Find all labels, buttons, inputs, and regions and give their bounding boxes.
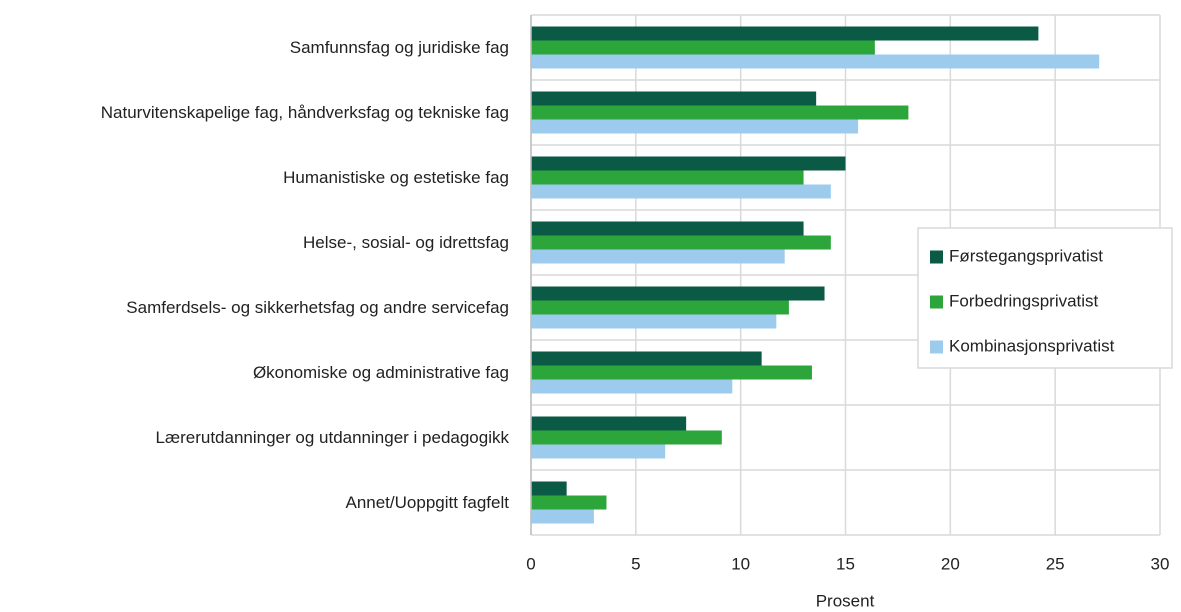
y-tick-label: Samfunnsfag og juridiske fag — [289, 37, 509, 57]
legend-swatch — [930, 250, 943, 264]
bar — [531, 119, 859, 134]
bar — [531, 286, 825, 301]
bar — [531, 54, 1100, 69]
legend-label: Førstegangsprivatist — [949, 246, 1103, 265]
x-tick-label: 15 — [836, 554, 855, 573]
bar — [531, 351, 762, 366]
y-tick-label: Humanistiske og estetiske fag — [283, 167, 509, 187]
bar — [531, 26, 1039, 41]
bar — [531, 416, 687, 431]
bar — [531, 481, 567, 496]
y-tick-label: Økonomiske og administrative fag — [252, 362, 509, 382]
bar — [531, 495, 607, 510]
bar — [531, 430, 722, 445]
bar — [531, 156, 846, 171]
y-tick-label: Annet/Uoppgitt fagfelt — [345, 492, 509, 512]
bar — [531, 235, 831, 250]
bar — [531, 249, 785, 264]
x-tick-label: 25 — [1046, 554, 1065, 573]
bar — [531, 170, 804, 185]
legend-box — [917, 227, 1173, 369]
x-tick-label: 10 — [731, 554, 750, 573]
bar — [531, 365, 812, 380]
bar — [531, 105, 909, 120]
legend-swatch — [930, 340, 943, 354]
legend-swatch — [930, 295, 943, 309]
x-tick-label: 0 — [526, 554, 535, 573]
x-tick-label: 5 — [631, 554, 640, 573]
bar — [531, 91, 817, 106]
bar — [531, 314, 777, 329]
bar — [531, 509, 594, 524]
legend-label: Forbedringsprivatist — [949, 291, 1099, 310]
bar — [531, 40, 875, 55]
bar — [531, 300, 789, 315]
y-tick-label: Naturvitenskapelige fag, håndverksfag og… — [100, 102, 509, 122]
x-tick-label: 30 — [1151, 554, 1170, 573]
bar — [531, 379, 733, 394]
x-axis-label: Prosent — [816, 591, 875, 610]
x-tick-label: 20 — [941, 554, 960, 573]
bar — [531, 184, 831, 199]
bar — [531, 444, 666, 459]
bar — [531, 221, 804, 236]
y-tick-label: Samferdsels- og sikkerhetsfag og andre s… — [126, 297, 509, 317]
legend-label: Kombinasjonsprivatist — [949, 336, 1115, 355]
y-tick-label: Helse-, sosial- og idrettsfag — [303, 232, 509, 252]
y-tick-label: Lærerutdanninger og utdanninger i pedago… — [155, 427, 509, 447]
